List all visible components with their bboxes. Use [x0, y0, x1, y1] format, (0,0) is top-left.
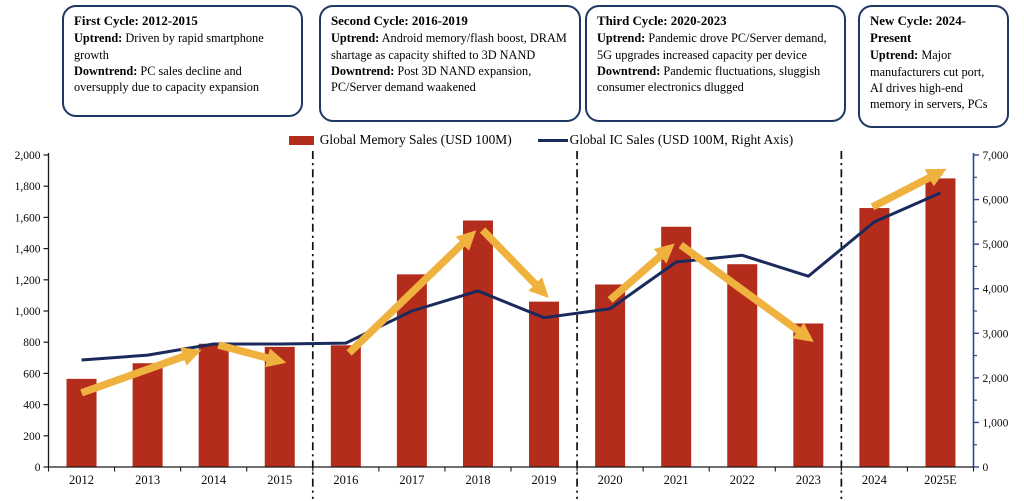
memory-sales-bar-2013 — [132, 363, 163, 467]
left-axis-tick-label: 1,400 — [15, 244, 41, 256]
memory-sales-swatch-icon — [288, 135, 314, 145]
x-axis-year-label: 2018 — [465, 473, 490, 487]
callout-uptrend: Uptrend: Driven by rapid smartphone grow… — [74, 31, 264, 62]
memory-sales-bar-2015 — [264, 346, 295, 467]
x-axis-year-label: 2017 — [399, 473, 424, 487]
x-axis-year-label: 2013 — [135, 473, 160, 487]
x-axis-year-label: 2023 — [796, 473, 821, 487]
x-axis-year-label: 2015 — [267, 473, 292, 487]
x-axis-year-label: 2014 — [201, 473, 227, 487]
left-axis-tick-label: 0 — [35, 462, 41, 474]
right-axis-tick-label: 2,000 — [983, 373, 1009, 385]
callout-new-cycle: New Cycle: 2024-Present Uptrend: Major m… — [858, 5, 1009, 128]
memory-sales-bar-2025E — [925, 178, 956, 467]
memory-sales-bar-2023 — [793, 323, 824, 467]
left-axis-tick-label: 200 — [23, 431, 41, 443]
callout-third-cycle: Third Cycle: 2020-2023 Uptrend: Pandemic… — [585, 5, 846, 122]
memory-sales-bar-2024 — [859, 208, 890, 468]
trend-arrow-icon — [346, 230, 477, 356]
left-axis-tick-label: 1,600 — [15, 212, 41, 224]
trend-arrow-icon — [870, 168, 947, 211]
x-axis-year-label: 2021 — [664, 473, 689, 487]
callout-title: Second Cycle: 2016-2019 — [331, 14, 468, 28]
x-axis-year-label: 2025E — [924, 473, 957, 487]
callout-uptrend: Uptrend: Major manufacturers cut port, A… — [870, 48, 988, 112]
trend-arrow-icon — [217, 341, 287, 368]
callout-first-cycle: First Cycle: 2012-2015 Uptrend: Driven b… — [62, 5, 303, 117]
x-axis-year-label: 2020 — [598, 473, 623, 487]
callout-title: New Cycle: 2024-Present — [870, 14, 966, 46]
callout-downtrend: Downtrend: Pandemic fluctuations, sluggi… — [597, 63, 821, 95]
x-axis-year-label: 2022 — [730, 473, 755, 487]
x-axis-year-label: 2024 — [862, 473, 888, 487]
legend-label: Global IC Sales (USD 100M, Right Axis) — [569, 132, 794, 147]
callout-downtrend: Downtrend: Post 3D NAND expansion, PC/Se… — [331, 63, 532, 95]
left-axis-tick-label: 2,000 — [15, 150, 41, 162]
chart-legend: Global Memory Sales (USD 100M) Global IC… — [0, 129, 1024, 151]
right-axis-tick-label: 5,000 — [983, 239, 1009, 251]
right-axis-tick-label: 0 — [983, 462, 989, 474]
right-axis-tick-label: 6,000 — [983, 195, 1009, 207]
trend-arrow-icon — [80, 347, 202, 397]
memory-sales-bar-2016 — [330, 345, 361, 467]
memory-sales-bar-2019 — [529, 301, 560, 467]
memory-sales-bar-2020 — [595, 284, 626, 467]
right-axis-tick-label: 4,000 — [983, 284, 1009, 296]
left-axis-tick-label: 1,000 — [15, 306, 41, 318]
memory-sales-bar-2012 — [66, 378, 97, 467]
callout-uptrend: Uptrend: Android memory/flash boost, DRA… — [331, 31, 567, 62]
trend-arrow-icon — [479, 227, 549, 298]
legend-label: Global Memory Sales (USD 100M) — [319, 132, 512, 147]
memory-sales-bar-2014 — [198, 343, 229, 467]
callout-second-cycle: Second Cycle: 2016-2019 Uptrend: Android… — [319, 5, 581, 122]
callout-title: First Cycle: 2012-2015 — [74, 14, 198, 28]
left-axis-tick-label: 600 — [23, 368, 41, 380]
right-axis-tick-label: 1,000 — [983, 417, 1009, 429]
callout-downtrend: Downtrend: PC sales decline and oversupp… — [74, 63, 260, 95]
trend-arrow-icon — [678, 241, 814, 343]
left-axis-tick-label: 800 — [23, 337, 41, 349]
legend-item-memory-sales: Global Memory Sales (USD 100M) — [288, 132, 512, 148]
callout-title: Third Cycle: 2020-2023 — [597, 14, 727, 28]
ic-sales-line-swatch-icon — [537, 138, 568, 142]
legend-item-ic-sales: Global IC Sales (USD 100M, Right Axis) — [537, 132, 794, 148]
left-axis-tick-label: 1,200 — [15, 275, 41, 287]
memory-sales-bar-2021 — [661, 226, 692, 467]
x-axis-year-label: 2016 — [333, 473, 358, 487]
x-axis-year-label: 2012 — [69, 473, 94, 487]
memory-sales-bar-2018 — [462, 220, 493, 467]
left-axis-tick-label: 400 — [23, 400, 41, 412]
callout-uptrend: Uptrend: Pandemic drove PC/Server demand… — [597, 31, 827, 62]
x-axis-year-label: 2019 — [532, 473, 557, 487]
trend-arrow-icon — [607, 243, 675, 303]
right-axis-tick-label: 7,000 — [983, 150, 1009, 162]
right-axis-tick-label: 3,000 — [983, 328, 1009, 340]
left-axis-tick-label: 1,800 — [15, 181, 41, 193]
